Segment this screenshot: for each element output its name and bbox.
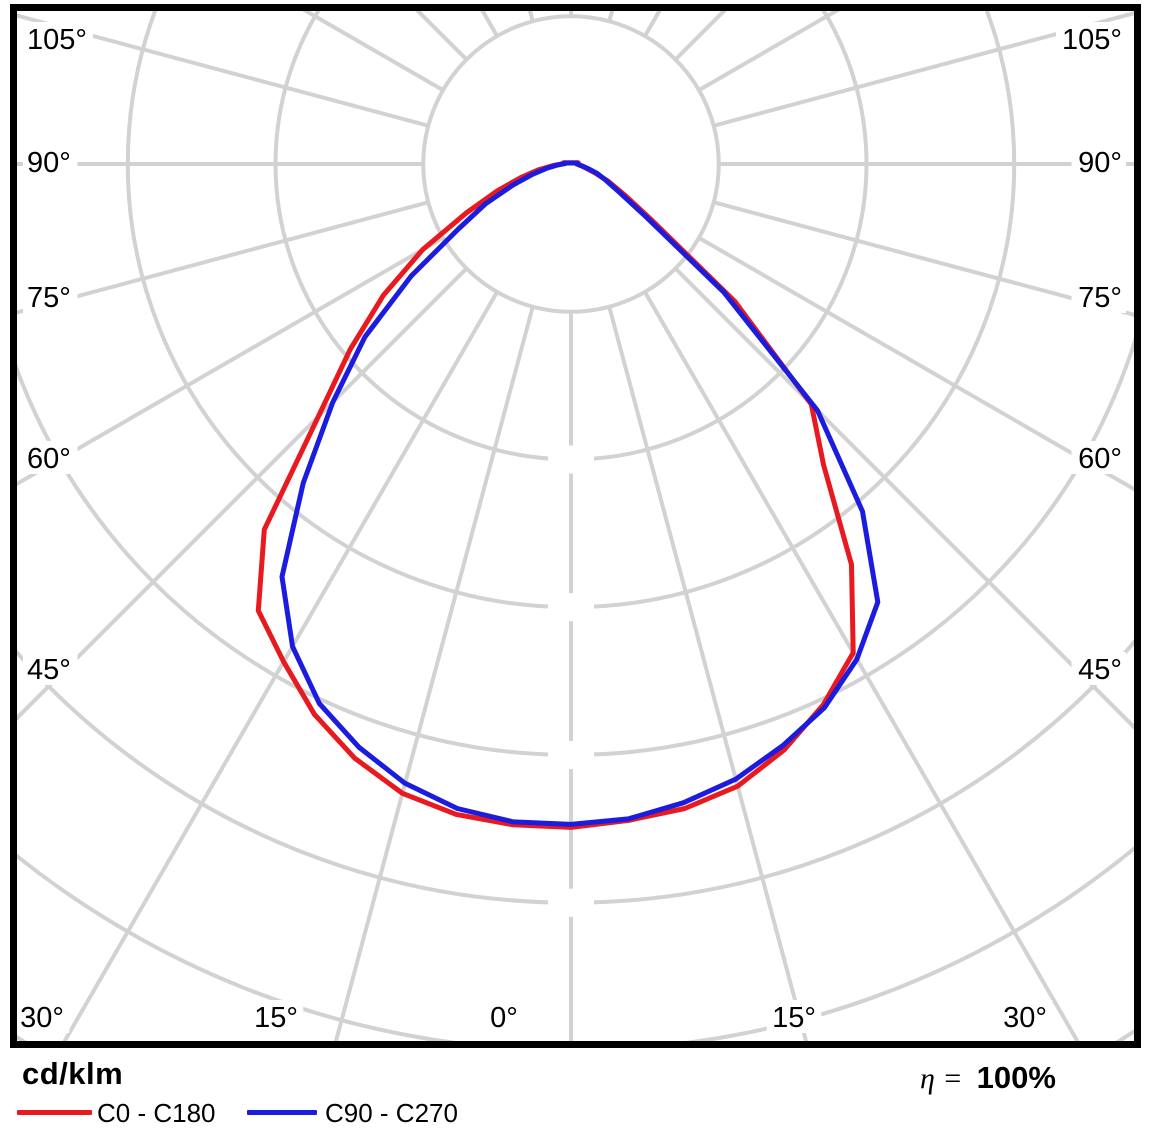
legend-label-c0-c180: C0 - C180 xyxy=(97,1098,216,1128)
angle-label-bottom-4: 30° xyxy=(1003,1002,1047,1034)
grid-ring xyxy=(421,14,721,314)
angle-label-right-105°: 105° xyxy=(1062,24,1122,56)
efficiency-value: 100% xyxy=(976,1060,1056,1095)
label-mask xyxy=(1056,22,1126,55)
angle-label-bottom-0: 30° xyxy=(20,1002,64,1034)
axis-gap-box xyxy=(548,445,594,474)
label-mask xyxy=(997,1000,1053,1033)
grid-radial--30 xyxy=(62,291,499,1041)
label-mask xyxy=(23,652,78,685)
legend-label-c90-c270: C90 - C270 xyxy=(325,1098,458,1128)
grid-radial--75 xyxy=(17,200,429,315)
angle-labels: 105° 90° 75° 60° 45° 105° 90° 75° 60° 45° 30° 15° 0°… xyxy=(14,22,1126,1034)
angle-label-right-75°: 75° xyxy=(1078,282,1122,314)
angle-label-bottom-3: 15° xyxy=(772,1002,816,1034)
grid-radial--45 xyxy=(17,267,468,721)
angle-label-bottom-1: 15° xyxy=(254,1002,298,1034)
intensity-curves xyxy=(255,160,881,830)
angle-label-left-60°: 60° xyxy=(27,443,71,475)
axis-gap-box xyxy=(548,888,594,917)
label-mask xyxy=(248,1000,304,1033)
grid-radial--105 xyxy=(17,13,429,128)
eta-symbol: η = xyxy=(920,1062,963,1095)
label-mask xyxy=(1071,441,1126,474)
label-mask xyxy=(1071,145,1126,178)
axis-gap-box xyxy=(548,593,594,622)
grid-radial-60 xyxy=(698,236,1134,492)
grid-radial-75 xyxy=(713,200,1134,317)
label-mask xyxy=(14,1000,70,1033)
angle-label-right-45°: 45° xyxy=(1078,654,1122,686)
legend-swatch-red xyxy=(17,1110,92,1115)
plot-frame xyxy=(10,4,1141,1048)
label-mask xyxy=(484,1000,524,1033)
angle-label-left-75°: 75° xyxy=(27,282,71,314)
angle-label-left-45°: 45° xyxy=(27,654,71,686)
angle-label-bottom-2: 0° xyxy=(490,1002,518,1034)
angle-label-left-105°: 105° xyxy=(27,24,87,56)
axis-gap-box xyxy=(548,740,594,769)
efficiency-readout: η = 100% xyxy=(920,1060,1056,1096)
grid-radial-105 xyxy=(713,11,1134,128)
legend-swatch-blue xyxy=(247,1110,317,1115)
units-label: cd/klm xyxy=(22,1056,124,1091)
label-mask xyxy=(23,441,78,474)
grid-radial--60 xyxy=(17,236,444,487)
label-mask xyxy=(1071,280,1126,313)
angle-label-left-90°: 90° xyxy=(27,147,71,179)
label-mask xyxy=(23,22,93,55)
grid-radial-45 xyxy=(674,267,1134,730)
label-mask xyxy=(23,145,78,178)
grid-radial-30 xyxy=(643,291,1080,1041)
label-mask xyxy=(766,1000,822,1033)
angle-label-right-60°: 60° xyxy=(1078,443,1122,475)
label-mask xyxy=(23,280,78,313)
label-mask xyxy=(1071,652,1126,685)
grid-radial--15 xyxy=(333,306,535,1041)
angle-label-right-90°: 90° xyxy=(1078,147,1122,179)
curve-c90-c270 xyxy=(279,160,881,827)
